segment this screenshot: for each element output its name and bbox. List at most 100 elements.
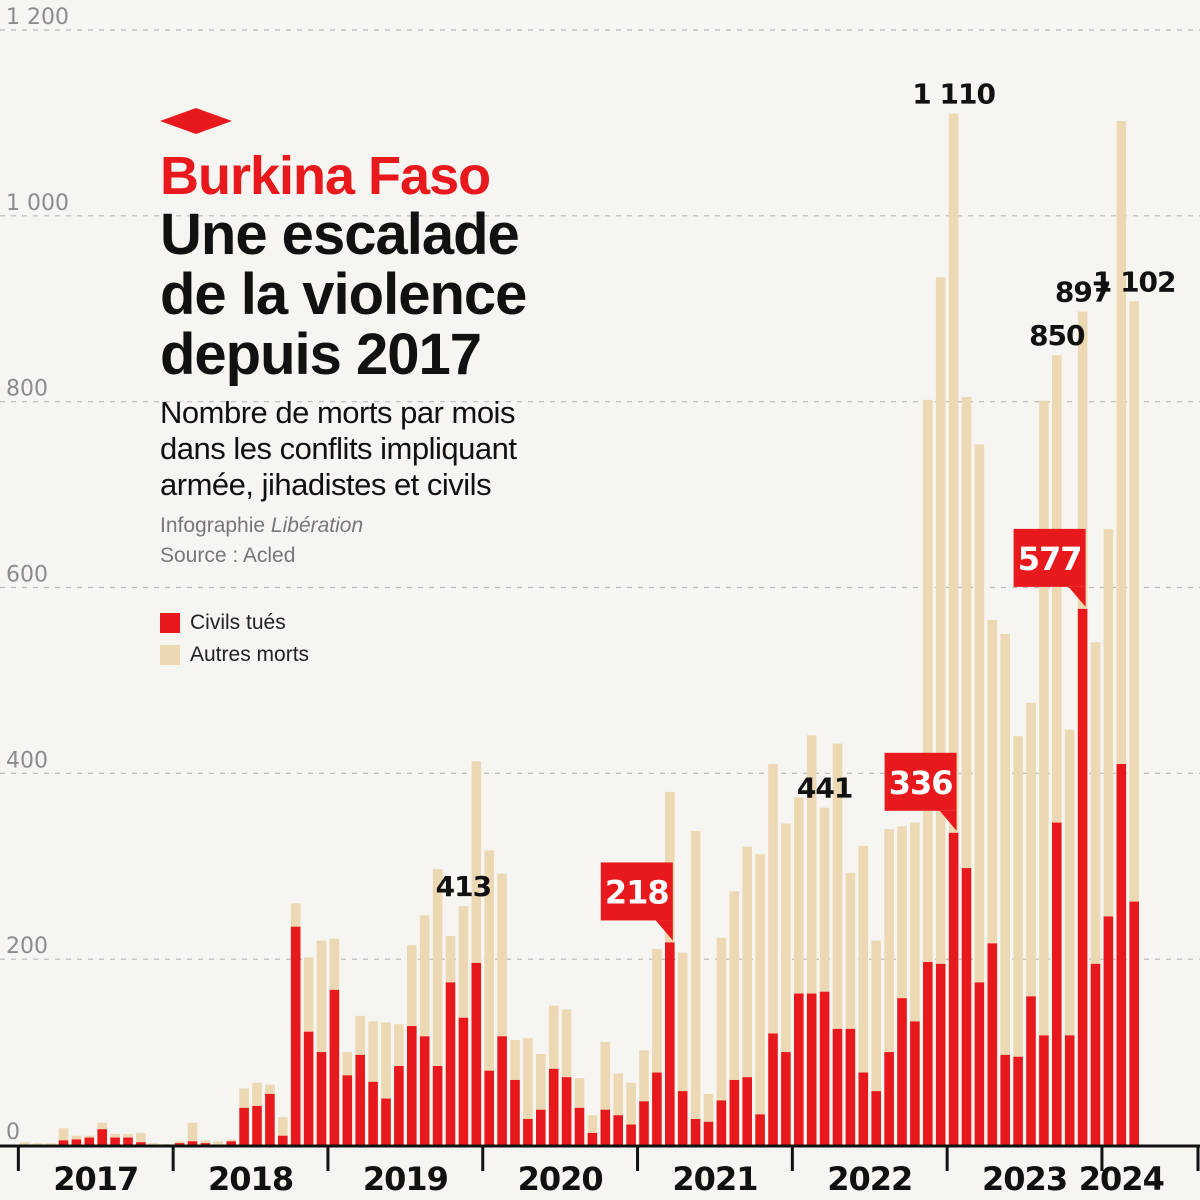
bar-autres <box>1077 311 1088 609</box>
bar-autres <box>510 1040 520 1080</box>
bar-civils <box>368 1081 378 1145</box>
bar-civils <box>342 1075 353 1145</box>
bar-autres <box>574 1078 585 1108</box>
bar-civils <box>58 1140 69 1145</box>
legend-swatch-civils <box>160 613 180 633</box>
chart-subtitle: Nombre de morts par mois dans les confli… <box>160 395 630 503</box>
bar-autres <box>884 829 894 1053</box>
bar-civils <box>858 1072 869 1145</box>
gridlines <box>0 29 1200 960</box>
bar-autres <box>1090 642 1101 964</box>
bar-autres <box>1026 702 1036 997</box>
bar-civils <box>419 1036 430 1145</box>
legend: Civils tués Autres morts <box>160 607 630 671</box>
bar-autres <box>445 935 456 983</box>
bar-civils <box>381 1098 391 1145</box>
bar-autres <box>290 903 301 927</box>
bar-autres <box>742 846 752 1078</box>
bar-autres <box>200 1140 211 1144</box>
bar-autres <box>819 807 830 992</box>
bar-civils <box>290 926 301 1145</box>
bar-autres <box>1000 633 1010 1055</box>
bar-civils <box>768 1033 778 1145</box>
bar-civils <box>497 1036 507 1145</box>
bar-civils <box>458 1017 469 1145</box>
bar-autres <box>329 938 340 990</box>
bar-autres <box>639 1050 649 1102</box>
bar-autres <box>381 1022 391 1099</box>
bar-civils <box>1103 916 1114 1145</box>
bar-civils <box>845 1028 856 1145</box>
bar-civils <box>1090 963 1101 1145</box>
x-tick-label: 2019 <box>363 1160 448 1198</box>
bar-civils <box>703 1121 714 1145</box>
bar-civils <box>987 943 998 1145</box>
title-line: Une escalade <box>160 202 520 267</box>
y-axis-labels: 0 200 400 600 800 1 000 1 200 <box>6 5 69 1145</box>
x-tick-label: 2020 <box>518 1160 603 1198</box>
bar-autres <box>806 735 817 994</box>
bar-civils <box>923 961 933 1145</box>
diamond-icon <box>160 108 232 134</box>
bar-civils <box>407 1026 417 1145</box>
bar-civils <box>536 1109 546 1145</box>
x-axis: 2017 2018 2019 2020 2021 2022 2023 2024 <box>0 1144 1200 1198</box>
y-tick-label: 400 <box>6 748 48 773</box>
bar-autres <box>239 1088 249 1108</box>
x-tick-label: 2017 <box>53 1160 138 1198</box>
bar-autres <box>278 1117 288 1136</box>
bar-civils <box>794 993 804 1145</box>
bar-autres <box>1064 729 1075 1036</box>
callout-value-label: 336 <box>889 764 953 802</box>
bar-autres <box>536 1053 546 1110</box>
bar-civils <box>252 1105 262 1145</box>
bar-autres <box>149 1143 159 1145</box>
bar-autres <box>935 277 946 964</box>
bar-civils <box>1077 608 1088 1145</box>
credit-name: Libération <box>270 514 364 537</box>
chart-title: Une escalade de la violence depuis 2017 <box>160 205 630 385</box>
bar-autres <box>303 957 314 1032</box>
bar-civils <box>613 1115 623 1145</box>
bar-civils <box>329 989 340 1145</box>
bar-autres <box>213 1141 224 1145</box>
bar-civils <box>265 1093 275 1145</box>
bar-civils <box>639 1101 649 1145</box>
y-tick-label: 800 <box>6 377 48 402</box>
bar-civils <box>316 1052 327 1145</box>
legend-item-civils: Civils tués <box>160 607 630 639</box>
legend-label-autres: Autres morts <box>190 643 310 666</box>
bar-autres <box>136 1132 146 1143</box>
bar-civils <box>278 1135 288 1145</box>
bar-autres <box>97 1122 107 1130</box>
bar-civils <box>471 962 482 1145</box>
bar-autres <box>690 830 701 1119</box>
y-tick-label: 1 000 <box>6 191 69 216</box>
bar-civils <box>729 1079 740 1145</box>
bar-autres <box>174 1141 185 1144</box>
bar-civils <box>187 1141 198 1145</box>
bar-civils <box>303 1031 314 1145</box>
bar-civils <box>174 1143 185 1145</box>
bar-autres <box>703 1093 714 1122</box>
bar-autres <box>587 1115 598 1133</box>
bar-autres <box>394 1024 404 1067</box>
bar-civils <box>523 1118 533 1145</box>
bar-civils <box>97 1129 107 1145</box>
bar-autres <box>226 1139 236 1142</box>
callout-box <box>884 752 957 811</box>
chart-header: Burkina Faso Une escalade de la violence… <box>160 108 630 671</box>
x-tick-label: 2023 <box>982 1160 1067 1198</box>
bar-autres <box>845 872 856 1029</box>
subtitle-line: dans les conflits impliquant <box>160 431 517 466</box>
bar-autres <box>600 1041 611 1110</box>
bar-civils <box>832 1028 843 1145</box>
bar-autres <box>523 1038 533 1119</box>
bar-civils <box>948 832 959 1145</box>
bar-autres <box>1039 400 1049 1036</box>
bar-autres <box>871 940 881 1092</box>
bar-civils <box>510 1079 520 1145</box>
bar-civils <box>1052 822 1062 1145</box>
bar-civils <box>1000 1054 1010 1145</box>
